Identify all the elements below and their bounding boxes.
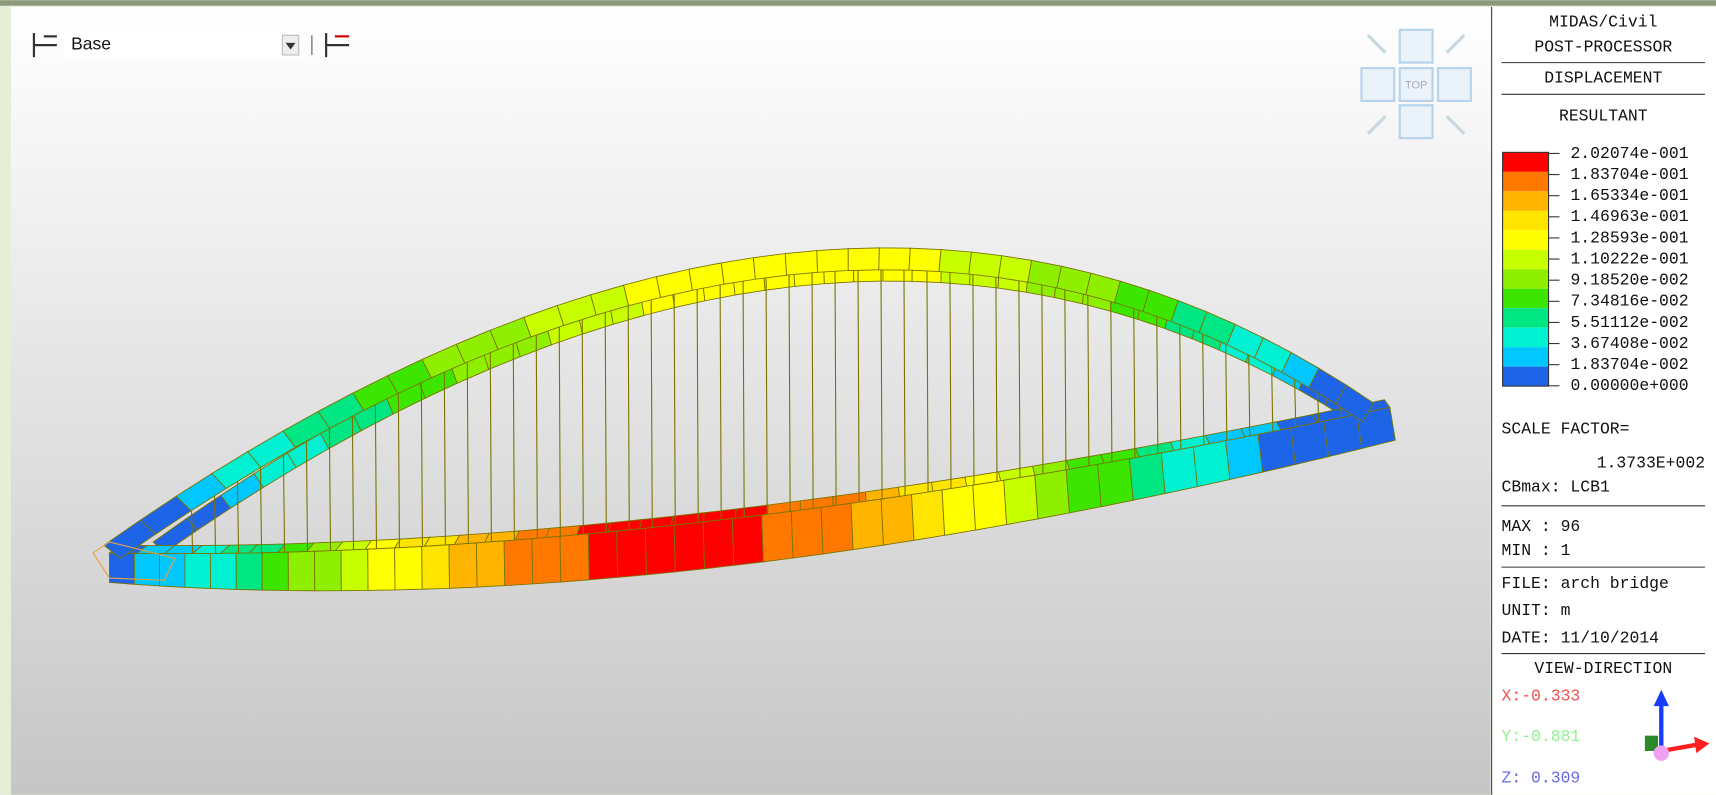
deck-segment	[791, 507, 823, 558]
view-direction-title: VIEW-DIRECTION	[1534, 659, 1672, 678]
legend-label: 1.10222e-001	[1570, 249, 1688, 268]
deck-segment	[288, 551, 314, 590]
deck-segment	[262, 552, 288, 590]
deck-segment	[851, 499, 883, 550]
legend-swatch	[1503, 328, 1549, 347]
deck-segment	[821, 503, 853, 554]
arch-segment	[753, 254, 786, 280]
deck-segment	[395, 546, 422, 590]
cube-label: TOP	[1405, 79, 1427, 91]
deck-segment	[645, 525, 675, 575]
legend-label: 9.18520e-002	[1570, 271, 1688, 290]
arch-segment	[879, 248, 911, 270]
legend-swatch	[1503, 230, 1549, 249]
deck-segment	[236, 553, 262, 590]
unit: UNIT: m	[1502, 601, 1571, 620]
deck-segment	[1291, 421, 1329, 464]
deck-segment	[315, 550, 342, 590]
deck-segment	[1324, 414, 1362, 456]
program: MIDAS/Civil	[1549, 12, 1657, 31]
deck-segment	[1129, 453, 1165, 500]
component: RESULTANT	[1559, 107, 1648, 126]
legend-swatch	[1503, 172, 1549, 191]
deck-segment	[703, 519, 734, 569]
view-x: X:-0.333	[1502, 687, 1581, 706]
min: MIN : 1	[1502, 541, 1571, 560]
top-border	[0, 0, 1716, 5]
deck-segment	[476, 541, 504, 587]
deck-segment	[532, 536, 561, 584]
arch-segment	[785, 251, 817, 276]
scale-factor: 1.3733E+002	[1597, 453, 1705, 472]
deck-segment	[1258, 428, 1295, 472]
deck-segment	[1066, 464, 1101, 513]
deck-segment	[1226, 434, 1263, 479]
legend-swatch	[1503, 211, 1549, 230]
deck-segment	[881, 495, 914, 546]
processor: POST-PROCESSOR	[1534, 38, 1672, 57]
legend-swatch	[1503, 269, 1549, 288]
legend-swatch	[1503, 308, 1549, 327]
deck-segment	[1004, 475, 1038, 524]
arch-segment	[998, 256, 1031, 283]
deck-segment	[588, 531, 617, 580]
deck-segment	[504, 539, 533, 586]
deck-segment	[449, 543, 477, 588]
arch-segment	[848, 248, 879, 271]
screen: Base TOP MIDAS/Civil POST-PROCESSOR DISP…	[0, 0, 1716, 795]
legend-label: 3.67408e-002	[1570, 334, 1688, 353]
legend-label: 0.00000e+000	[1570, 376, 1688, 395]
arch-segment	[909, 248, 941, 271]
view-z: Z: 0.309	[1502, 769, 1581, 788]
deck-segment	[762, 511, 793, 562]
legend-swatch	[1503, 347, 1549, 366]
deck-segment	[912, 490, 945, 540]
deck-segment	[1161, 447, 1197, 494]
legend-swatch	[1503, 152, 1549, 171]
file: FILE: arch bridge	[1502, 574, 1669, 593]
deck-segment	[1035, 470, 1070, 519]
legend-swatch	[1503, 289, 1549, 308]
deck-segment	[732, 515, 763, 565]
deck-segment	[1098, 459, 1133, 507]
deck-segment	[160, 554, 185, 588]
deck-segment	[617, 528, 647, 577]
deck-segment	[134, 553, 159, 586]
deck-segment	[1193, 441, 1230, 487]
arch-segment	[721, 258, 755, 284]
legend-label: 1.28593e-001	[1570, 228, 1688, 247]
date: DATE: 11/10/2014	[1502, 629, 1660, 648]
legend-label: 7.34816e-002	[1570, 292, 1688, 311]
toolbar: Base	[34, 31, 349, 59]
legend-label: 1.65334e-001	[1570, 186, 1688, 205]
deck-segment	[368, 548, 395, 591]
deck-segment	[185, 554, 211, 589]
legend-label: 1.83704e-002	[1570, 355, 1688, 374]
legend-swatch	[1503, 191, 1549, 210]
cbmax: CBmax: LCB1	[1502, 478, 1610, 497]
deck-segment	[973, 480, 1007, 530]
view-name: Base	[71, 34, 111, 54]
arch-segment	[939, 250, 971, 274]
legend-swatch	[1503, 367, 1549, 386]
arch-segment	[817, 249, 848, 273]
result-type: DISPLACEMENT	[1544, 68, 1662, 87]
legend-swatch	[1503, 250, 1549, 269]
max: MAX : 96	[1502, 517, 1581, 536]
deck-segment	[674, 522, 704, 572]
deck-segment	[210, 553, 236, 589]
deck-segment	[422, 545, 450, 589]
deck-segment	[560, 534, 589, 582]
deck-segment	[341, 549, 368, 591]
arch-segment	[969, 252, 1002, 277]
legend-label: 1.83704e-001	[1570, 165, 1688, 184]
legend-label: 5.51112e-002	[1570, 313, 1688, 332]
scale-factor-label: SCALE FACTOR=	[1502, 420, 1630, 439]
legend-label: 2.02074e-001	[1570, 144, 1688, 163]
view-y: Y:-0.881	[1502, 727, 1581, 746]
legend-label: 1.46963e-001	[1570, 207, 1688, 226]
deck-segment	[942, 485, 975, 535]
viewport	[11, 7, 1491, 795]
